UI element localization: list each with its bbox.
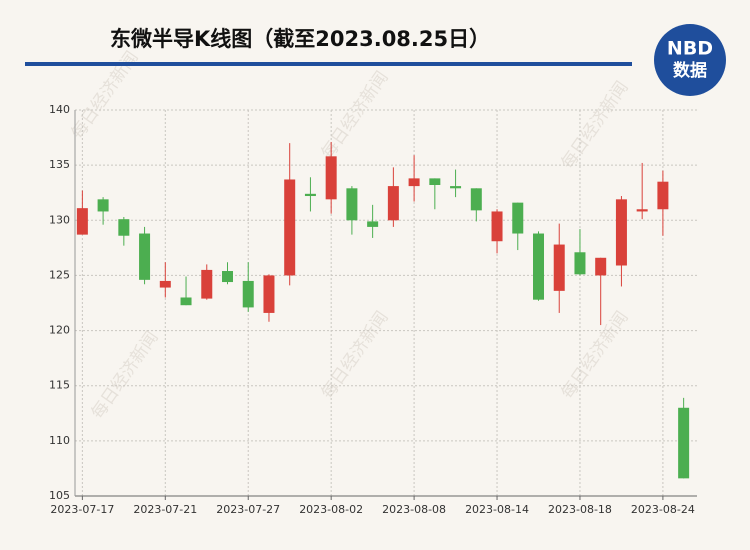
candle-body — [636, 209, 648, 212]
y-tick-label: 115 — [49, 379, 70, 392]
candle-body — [408, 178, 420, 187]
x-tick-label: 2023-07-17 — [50, 503, 114, 516]
y-tick-label: 125 — [49, 268, 70, 281]
x-tick-label: 2023-08-14 — [465, 503, 529, 516]
candle-body — [615, 199, 627, 266]
candle-body — [159, 280, 171, 288]
x-tick-label: 2023-08-18 — [548, 503, 612, 516]
candle-body — [553, 244, 565, 291]
x-tick-label: 2023-08-08 — [382, 503, 446, 516]
y-tick-label: 140 — [49, 103, 70, 116]
candle-body — [387, 186, 399, 221]
chart-title: 东微半导K线图（截至2023.08.25日） — [110, 27, 490, 51]
candle-body — [139, 233, 151, 280]
candle-body — [657, 181, 669, 210]
logo-bottom: 数据 — [673, 60, 707, 81]
y-tick-label: 110 — [49, 434, 70, 447]
candle-body — [97, 199, 109, 212]
y-tick-label: 130 — [49, 213, 70, 226]
candle-body — [512, 202, 524, 234]
candle-body — [242, 280, 254, 308]
candle-body — [491, 211, 503, 242]
candle-body — [284, 179, 296, 276]
candle-body — [678, 407, 690, 479]
candle-body — [429, 178, 441, 185]
candle-body — [346, 188, 358, 221]
candle-body — [118, 219, 130, 236]
candle-body — [304, 193, 316, 197]
candle-body — [263, 275, 275, 313]
x-tick-label: 2023-07-21 — [133, 503, 197, 516]
logo — [654, 24, 726, 96]
candle-body — [450, 186, 462, 189]
candle-body — [367, 221, 379, 227]
candle-body — [533, 233, 544, 300]
y-tick-label: 135 — [49, 158, 70, 171]
candle-body — [470, 188, 482, 211]
title-rule — [25, 62, 632, 66]
x-tick-label: 2023-08-24 — [631, 503, 695, 516]
logo-top: NBD — [667, 38, 713, 60]
candle-body — [201, 269, 213, 299]
candle-body — [180, 297, 192, 306]
x-tick-label: 2023-08-02 — [299, 503, 363, 516]
x-tick-label: 2023-07-27 — [216, 503, 280, 516]
candle-body — [222, 271, 233, 283]
candle-body — [325, 156, 337, 200]
y-tick-label: 105 — [49, 489, 70, 502]
candle-body — [595, 257, 607, 276]
candle-body — [574, 252, 586, 275]
candle-body — [76, 208, 88, 235]
y-tick-label: 120 — [49, 324, 70, 337]
